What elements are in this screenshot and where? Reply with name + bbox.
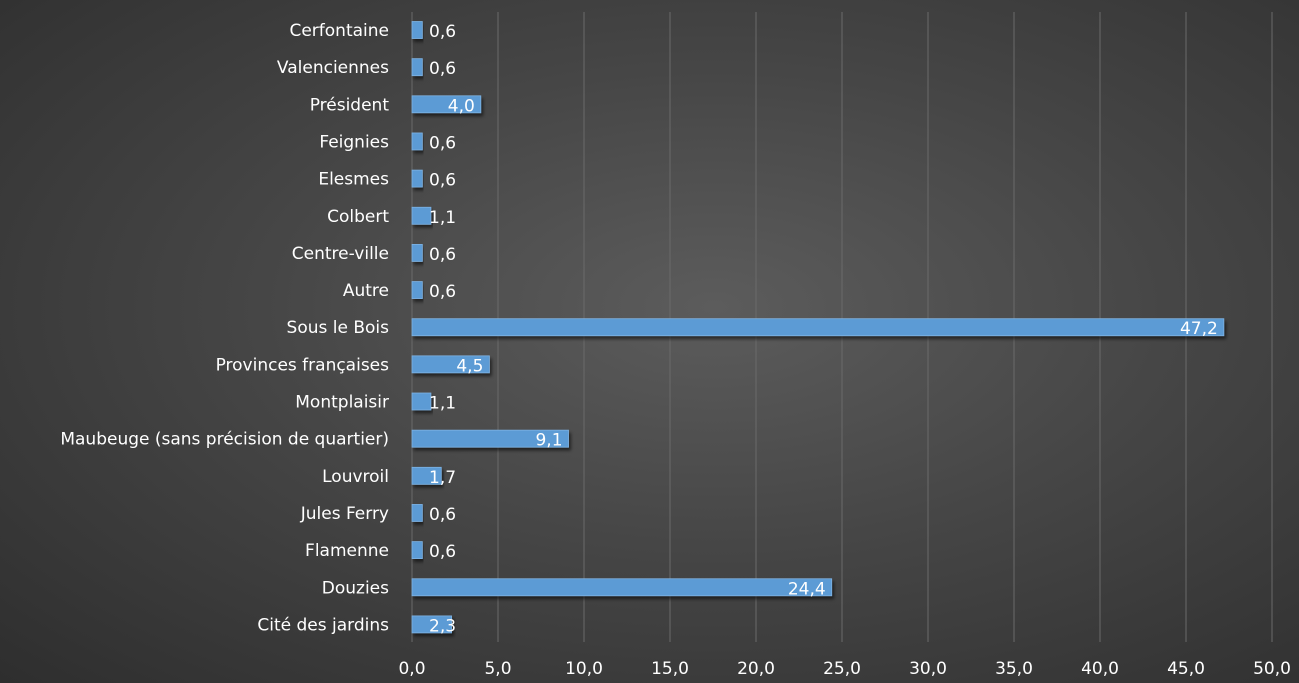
data-label: 2,3 [429,616,456,636]
x-tick-label: 35,0 [995,659,1033,679]
category-label: Cerfontaine [289,21,389,41]
data-labels: 0,60,64,00,60,61,10,60,647,24,51,19,11,7… [429,22,1218,636]
data-label: 0,6 [429,171,456,191]
data-label: 4,0 [448,96,475,116]
bar [411,132,423,151]
bar [411,504,423,522]
category-label: Montplaisir [295,393,389,413]
bar [411,21,423,39]
x-tick-label: 15,0 [651,659,689,679]
x-tick-label: 30,0 [909,659,947,679]
bar [411,429,569,448]
bar [411,281,423,299]
bar [411,58,423,77]
data-label: 0,6 [429,282,456,302]
data-label: 0,6 [429,245,456,265]
bar [411,318,1225,337]
category-labels: Cerfontaine Valenciennes Président Feignies… [60,21,389,635]
category-label: Maubeuge (sans précision de quartier) [60,430,389,450]
bar [411,169,423,188]
category-label: Flamenne [305,541,389,561]
data-label: 24,4 [788,579,826,599]
x-tick-label: 40,0 [1081,659,1119,679]
bars [411,21,1225,634]
data-label: 9,1 [535,431,562,451]
bar [411,206,432,225]
category-label: Centre-ville [292,244,389,264]
bar [411,466,442,485]
x-tick-label: 0,0 [398,659,425,679]
bar [411,541,423,559]
category-label: Elesmes [318,170,389,190]
category-label: Autre [343,281,389,301]
data-label: 0,6 [429,133,456,153]
category-label: Colbert [327,207,389,227]
category-label: Feignies [319,132,389,152]
data-label: 1,1 [429,208,456,228]
category-label: Cité des jardins [257,615,389,635]
x-tick-label: 5,0 [484,659,511,679]
category-label: Louvroil [322,467,389,487]
bar [411,355,490,374]
x-tick-label: 50,0 [1253,659,1291,679]
data-label: 0,6 [429,22,456,42]
category-label: Président [310,95,390,115]
bar [411,392,432,411]
data-label: 0,6 [429,542,456,562]
data-label: 4,5 [456,356,483,376]
data-label: 0,6 [429,59,456,79]
category-label: Jules Ferry [300,504,389,524]
category-label: Sous le Bois [287,318,390,338]
x-tick-label: 10,0 [565,659,603,679]
x-tick-label: 45,0 [1167,659,1205,679]
bar [411,578,833,597]
category-label: Provinces françaises [216,355,390,375]
x-tick-label: 25,0 [823,659,861,679]
data-label: 1,7 [429,468,456,488]
bar [411,95,482,114]
data-label: 0,6 [429,505,456,525]
bar [411,243,423,262]
data-label: 1,1 [429,394,456,414]
category-label: Douzies [322,578,389,598]
bar [411,615,452,634]
category-label: Valenciennes [277,58,389,78]
x-tick-label: 20,0 [737,659,775,679]
data-label: 47,2 [1180,319,1218,339]
x-axis-tick-labels: 0,0 5,0 10,0 15,0 20,0 25,0 30,0 35,0 40,0 45,0 50… [398,659,1290,679]
